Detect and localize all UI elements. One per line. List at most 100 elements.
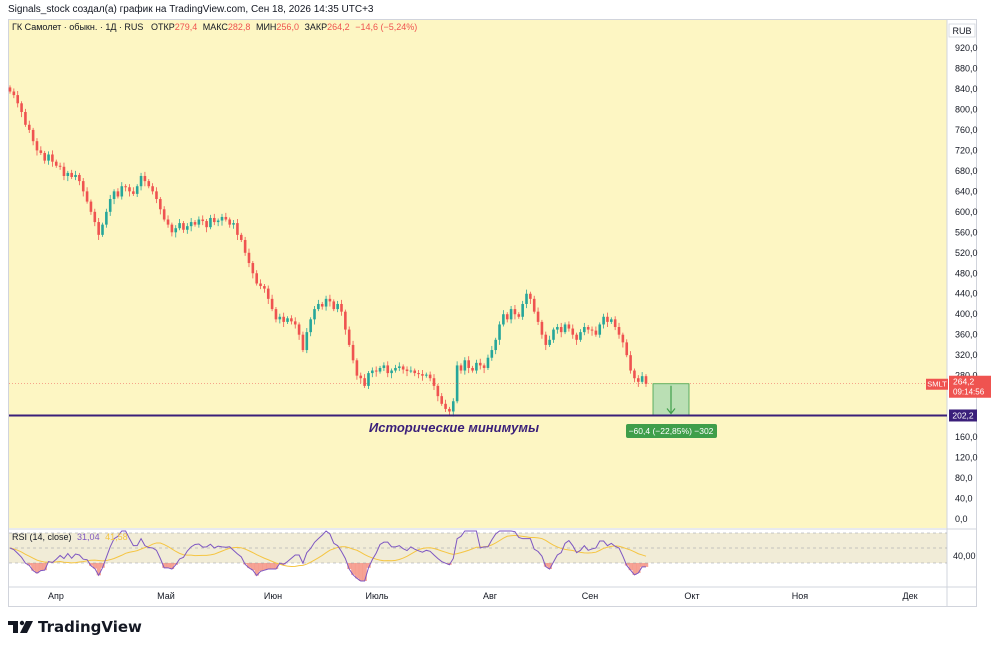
candle-body bbox=[290, 318, 293, 322]
candle-body bbox=[613, 319, 617, 328]
candle-body bbox=[536, 311, 540, 322]
candle-body bbox=[575, 334, 578, 340]
rsi-label: RSI (14, close) bbox=[12, 532, 72, 542]
price-tick: 640,0 bbox=[955, 186, 978, 196]
rsi-oversold-bar bbox=[250, 563, 256, 571]
candle-body bbox=[320, 303, 324, 307]
candle-body bbox=[367, 373, 370, 386]
candle-body bbox=[151, 186, 154, 192]
rsi-oversold-bar bbox=[632, 563, 637, 575]
candle-body bbox=[74, 174, 77, 178]
candle-body bbox=[467, 360, 470, 368]
rsi-oversold-bar bbox=[547, 563, 552, 569]
candle-body bbox=[228, 219, 232, 225]
candle-body bbox=[247, 252, 251, 264]
rsi-oversold-bar bbox=[262, 563, 267, 571]
time-tick: Ноя bbox=[792, 591, 809, 601]
candle-body bbox=[498, 324, 501, 340]
candle-body bbox=[517, 314, 521, 317]
candle-body bbox=[509, 309, 513, 320]
candle-body bbox=[448, 408, 451, 412]
candle-body bbox=[35, 141, 39, 151]
rsi-legend[interactable]: RSI (14, close) 31,04 41,58 bbox=[12, 532, 128, 542]
candle-body bbox=[282, 316, 285, 322]
rsi-oversold-bar bbox=[96, 563, 101, 576]
candle-body bbox=[394, 367, 397, 371]
candle-body bbox=[525, 293, 528, 304]
rsi-ma-line bbox=[9, 534, 647, 567]
candle-body bbox=[386, 365, 390, 374]
rsi-line bbox=[9, 530, 646, 582]
candle-body bbox=[209, 217, 212, 228]
price-tick: 920,0 bbox=[955, 43, 978, 53]
candle-body bbox=[232, 223, 235, 225]
candle-body bbox=[201, 219, 205, 222]
candle-body bbox=[328, 298, 332, 302]
price-tick: 800,0 bbox=[955, 104, 978, 114]
candle-body bbox=[89, 201, 93, 212]
candle-body bbox=[108, 199, 112, 212]
candle-body bbox=[274, 309, 278, 320]
candle-body bbox=[463, 360, 467, 371]
rsi-tick: 40,00 bbox=[953, 551, 976, 561]
candle-body bbox=[255, 273, 258, 284]
candle-body bbox=[178, 223, 181, 229]
rsi-oversold-bar bbox=[351, 563, 356, 575]
candle-body bbox=[586, 327, 590, 330]
candle-body bbox=[270, 298, 274, 310]
rsi-oversold-bar bbox=[636, 563, 641, 573]
candle-body bbox=[482, 365, 486, 368]
candle-body bbox=[101, 224, 104, 235]
currency-badge[interactable] bbox=[948, 23, 976, 38]
rsi-oversold-bar bbox=[100, 563, 105, 568]
candle-body bbox=[444, 403, 447, 409]
currency-label: RUB bbox=[952, 26, 971, 36]
rsi-oversold-bar bbox=[270, 563, 275, 569]
rsi-oversold-bar bbox=[628, 563, 633, 571]
candle-body bbox=[344, 311, 347, 330]
price-tick: 480,0 bbox=[955, 268, 978, 278]
candle-body bbox=[390, 370, 393, 374]
price-tick: 160,0 bbox=[955, 432, 978, 442]
time-tick: Июн bbox=[264, 591, 282, 601]
price-tick: 320,0 bbox=[955, 350, 978, 360]
ohlc-legend[interactable]: ГК Самолет · обыкн. · 1Д · RUS ОТКР279,4… bbox=[12, 22, 417, 32]
candle-body bbox=[432, 378, 436, 386]
candle-body bbox=[610, 319, 613, 322]
candle-body bbox=[451, 401, 455, 412]
rsi-oversold-bar bbox=[624, 563, 629, 566]
candle-body bbox=[159, 199, 162, 210]
candle-body bbox=[401, 366, 405, 370]
price-scale-bg bbox=[947, 20, 976, 528]
candle-body bbox=[166, 219, 170, 225]
candles-group bbox=[8, 85, 648, 417]
candle-body bbox=[428, 374, 432, 379]
candle-body bbox=[351, 344, 355, 361]
rsi-oversold-bar bbox=[640, 563, 645, 567]
high-label: МАКС bbox=[203, 22, 229, 32]
candle-body bbox=[116, 191, 120, 197]
candle-body bbox=[606, 316, 609, 322]
open-label: ОТКР bbox=[151, 22, 175, 32]
candle-body bbox=[205, 221, 208, 228]
candle-body bbox=[371, 370, 374, 374]
candle-body bbox=[409, 370, 413, 372]
candle-body bbox=[251, 263, 255, 274]
price-tick: 80,0 bbox=[955, 473, 973, 483]
time-tick: Июль bbox=[366, 591, 389, 601]
candle-body bbox=[602, 316, 605, 325]
candle-body bbox=[478, 362, 482, 366]
candle-body bbox=[436, 385, 440, 397]
tradingview-logo[interactable]: TradingView bbox=[8, 616, 142, 638]
candle-body bbox=[105, 211, 108, 225]
rsi-oversold-bar bbox=[347, 563, 352, 569]
rsi-oversold-bar bbox=[254, 563, 259, 576]
candle-body bbox=[54, 161, 58, 166]
candle-body bbox=[193, 222, 197, 225]
annotation-text: Исторические минимумы bbox=[369, 420, 539, 435]
price-tick: 600,0 bbox=[955, 207, 978, 217]
candle-body bbox=[186, 226, 189, 230]
candle-body bbox=[374, 370, 378, 372]
candle-body bbox=[413, 370, 417, 374]
